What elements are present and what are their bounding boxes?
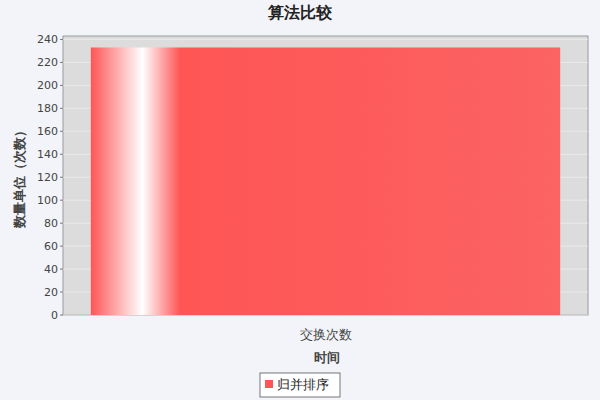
chart-container: 算法比较 0 20 40 60 80 100 120 140 160 180 200 220 240 交换次…	[0, 0, 600, 400]
y-tick-label: 240	[37, 33, 58, 46]
y-tick	[60, 177, 63, 178]
y-tick-label: 40	[44, 263, 58, 276]
x-axis-label: 时间	[314, 350, 340, 365]
y-tick	[60, 108, 63, 109]
y-tick	[60, 200, 63, 201]
y-tick	[60, 292, 63, 293]
y-tick-label: 120	[37, 171, 58, 184]
y-tick	[60, 315, 63, 316]
y-tick-label: 100	[37, 194, 58, 207]
y-tick	[60, 131, 63, 132]
legend: 归并排序	[260, 373, 340, 397]
y-tick	[60, 154, 63, 155]
grid-line	[63, 39, 588, 40]
bars	[91, 47, 560, 315]
legend-label: 归并排序	[277, 377, 329, 392]
y-tick-label: 60	[44, 240, 58, 253]
y-tick-label: 180	[37, 102, 58, 115]
y-tick-label: 20	[44, 286, 58, 299]
y-tick	[60, 62, 63, 63]
legend-swatch	[265, 380, 273, 388]
y-tick	[60, 85, 63, 86]
y-tick	[60, 246, 63, 247]
legend-box	[260, 373, 340, 397]
y-tick-label: 140	[37, 148, 58, 161]
y-axis-label: 数量单位（次数）	[12, 124, 27, 229]
y-tick-label: 80	[44, 217, 58, 230]
y-tick	[60, 39, 63, 40]
y-tick-label: 0	[51, 309, 58, 322]
x-tick-label: 交换次数	[300, 327, 352, 342]
title: 算法比较	[267, 3, 333, 22]
y-tick	[60, 223, 63, 224]
chart-svg: 算法比较 0 20 40 60 80 100 120 140 160 180 200 220 240 交换次…	[0, 0, 600, 400]
y-tick-label: 220	[37, 56, 58, 69]
y-tick-label: 200	[37, 79, 58, 92]
y-tick	[60, 269, 63, 270]
bar	[91, 47, 560, 315]
plot-area	[63, 36, 588, 315]
y-tick-label: 160	[37, 125, 58, 138]
